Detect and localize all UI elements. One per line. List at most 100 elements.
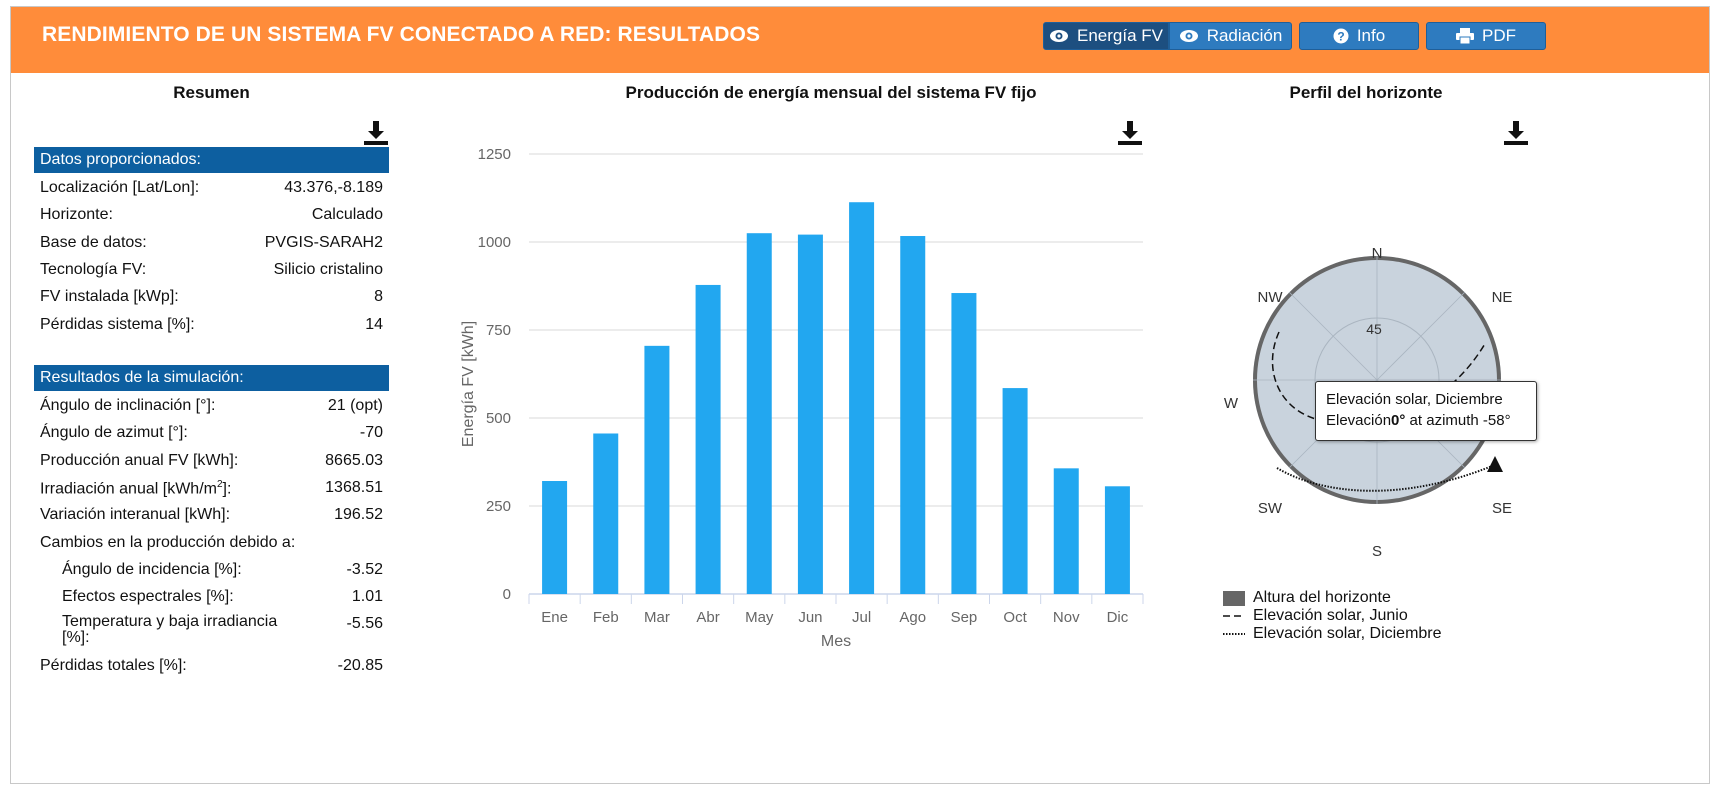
- results-label: Variación interanual [kWh]:: [40, 506, 231, 524]
- page-title: RENDIMIENTO DE UN SISTEMA FV CONECTADO A…: [42, 23, 761, 46]
- inputs-row: Localización [Lat/Lon]: 43.376,-8.189: [34, 175, 389, 202]
- bar-abr: [695, 284, 721, 594]
- y-tick-label: 0: [503, 586, 511, 603]
- y-tick-label: 1000: [478, 234, 511, 251]
- results-row: Ángulo de incidencia [%]: -3.52: [34, 557, 389, 584]
- inputs-row: Base de datos: PVGIS-SARAH2: [34, 230, 389, 257]
- results-value: 1368.51: [325, 478, 383, 496]
- energy-toggle-button[interactable]: Energía FV: [1043, 22, 1169, 50]
- inputs-value: 14: [365, 315, 383, 333]
- radiation-toggle-label: Radiación: [1206, 26, 1283, 45]
- tooltip-title: Elevación solar, Diciembre: [1326, 391, 1503, 408]
- bar-dic: [1104, 486, 1130, 594]
- results-value: -20.85: [337, 657, 383, 675]
- results-label: Cambios en la producción debido a:: [40, 533, 296, 551]
- results-row: Temperatura y baja irradiancia [%]: -5.56: [34, 611, 389, 651]
- question-circle-icon: ?: [1333, 28, 1349, 44]
- results-label: Ángulo de incidencia [%]:: [62, 560, 242, 578]
- header-bar: RENDIMIENTO DE UN SISTEMA FV CONECTADO A…: [11, 7, 1709, 73]
- radiation-toggle-button[interactable]: Radiación: [1169, 22, 1292, 50]
- bar-jul: [849, 202, 875, 594]
- bar-oct: [1002, 388, 1028, 594]
- x-tick-label: Feb: [593, 609, 619, 626]
- info-button-label: Info: [1356, 26, 1386, 45]
- energy-toggle-label: Energía FV: [1077, 26, 1163, 45]
- results-value: 21 (opt): [327, 397, 383, 414]
- results-label: Ángulo de inclinación [°]:: [40, 397, 216, 414]
- tooltip-marker: [1487, 456, 1503, 472]
- download-icon[interactable]: [1117, 120, 1143, 146]
- x-tick-label: Mar: [644, 609, 670, 626]
- x-tick-label: Nov: [1053, 609, 1080, 626]
- pdf-button[interactable]: PDF: [1426, 22, 1546, 50]
- bar-ago: [900, 236, 926, 594]
- dir-se: SE: [1492, 500, 1512, 517]
- results-value: 8665.03: [325, 451, 383, 469]
- info-button[interactable]: ? Info: [1299, 22, 1419, 50]
- inputs-label: Localización [Lat/Lon]:: [40, 179, 200, 196]
- y-tick-label: 750: [486, 322, 511, 339]
- results-label: Efectos espectrales [%]:: [62, 588, 234, 606]
- bar-sep: [951, 293, 977, 594]
- results-row: Ángulo de azimut [°]: -70: [34, 420, 389, 447]
- x-tick-label: Abr: [696, 609, 719, 626]
- x-tick-label: Sep: [951, 609, 978, 626]
- y-tick-label: 500: [486, 410, 511, 427]
- download-icon[interactable]: [363, 120, 389, 146]
- results-value: -70: [359, 424, 383, 442]
- inputs-label: Pérdidas sistema [%]:: [40, 315, 195, 333]
- legend-dash-swatch: [1223, 615, 1245, 617]
- dir-n: N: [1372, 245, 1383, 262]
- printer-icon: [1456, 28, 1474, 44]
- results-row: Variación interanual [kWh]: 196.52: [34, 502, 389, 529]
- horizon-profile-chart: N S W E NW NE SW SE 45 90: [1224, 245, 1536, 560]
- bar-may: [746, 233, 772, 594]
- inputs-value: 8: [374, 288, 383, 306]
- dir-w: W: [1224, 395, 1239, 412]
- legend-horizon[interactable]: Altura del horizonte: [1223, 589, 1391, 607]
- inputs-value: PVGIS-SARAH2: [264, 233, 383, 251]
- legend-december[interactable]: Elevación solar, Diciembre: [1223, 625, 1442, 643]
- summary-title: Resumen: [173, 83, 250, 102]
- results-label: Temperatura y baja irradiancia [%]:: [62, 613, 278, 647]
- dir-ne: NE: [1492, 289, 1513, 306]
- chart-tooltip: Elevación solar, Diciembre Elevación0° a…: [1315, 381, 1537, 441]
- x-tick-label: Dic: [1107, 609, 1129, 626]
- results-label: Pérdidas totales [%]:: [40, 657, 187, 675]
- eye-icon: [1179, 30, 1198, 42]
- results-label: Irradiación anual [kWh/m2]:: [40, 478, 232, 498]
- inputs-label: Tecnología FV:: [40, 260, 147, 278]
- bar-jun: [797, 234, 823, 594]
- bar-mar: [644, 345, 670, 594]
- x-tick-label: Jun: [798, 609, 822, 626]
- dir-nw: NW: [1258, 289, 1284, 306]
- inputs-row: Pérdidas sistema [%]: 14: [34, 312, 389, 339]
- inputs-value: Calculado: [311, 206, 383, 224]
- ring-label-45: 45: [1366, 321, 1382, 337]
- legend-june[interactable]: Elevación solar, Junio: [1223, 607, 1408, 625]
- y-tick-label: 250: [486, 498, 511, 515]
- dir-s: S: [1372, 543, 1382, 560]
- legend-dot-swatch: [1223, 633, 1245, 635]
- inputs-row: FV instalada [kWp]: 8: [34, 284, 389, 311]
- results-row: Efectos espectrales [%]: 1.01: [34, 584, 389, 611]
- x-tick-label: May: [745, 609, 774, 626]
- inputs-label: FV instalada [kWp]:: [40, 288, 179, 306]
- eye-icon: [1050, 30, 1068, 42]
- results-value: -5.56: [346, 615, 383, 633]
- inputs-row: Tecnología FV: Silicio cristalino: [34, 257, 389, 284]
- inputs-label: Horizonte:: [40, 206, 113, 224]
- legend-swatch: [1223, 590, 1245, 606]
- inputs-row: Horizonte: Calculado: [34, 202, 389, 229]
- bar-feb: [593, 433, 619, 594]
- results-label: Producción anual FV [kWh]:: [40, 451, 239, 469]
- results-value: 1.01: [351, 588, 383, 606]
- results-section-header: Resultados de la simulación:: [34, 365, 389, 391]
- results-row: Pérdidas totales [%]: -20.85: [34, 653, 389, 680]
- pdf-button-label: PDF: [1482, 26, 1516, 45]
- x-tick-label: Ago: [899, 609, 926, 626]
- results-panel: RENDIMIENTO DE UN SISTEMA FV CONECTADO A…: [10, 6, 1710, 784]
- download-icon[interactable]: [1503, 120, 1529, 146]
- december-sun-path: [1276, 463, 1498, 492]
- inputs-value: 43.376,-8.189: [284, 179, 383, 196]
